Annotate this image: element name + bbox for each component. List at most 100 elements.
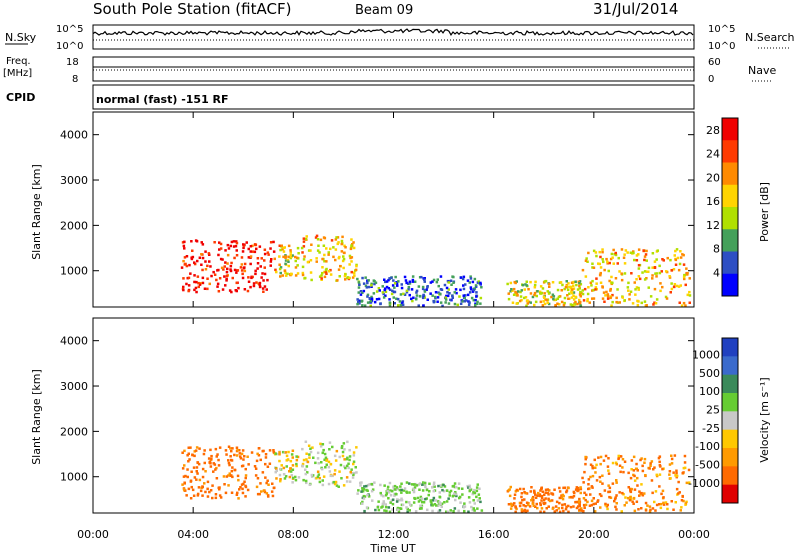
heatmap-cell bbox=[241, 272, 244, 276]
heatmap-cell bbox=[396, 297, 400, 301]
heatmap-cell bbox=[632, 250, 635, 253]
heatmap-cell bbox=[350, 256, 354, 259]
heatmap-cell bbox=[295, 462, 298, 466]
heatmap-cell bbox=[541, 490, 545, 493]
heatmap-cell bbox=[632, 455, 636, 459]
heatmap-cell bbox=[340, 446, 344, 450]
heatmap-cell bbox=[232, 240, 236, 243]
heatmap-cell bbox=[508, 494, 512, 498]
heatmap-cell bbox=[673, 254, 676, 257]
heatmap-cell bbox=[436, 500, 440, 503]
heatmap-cell bbox=[282, 250, 286, 253]
heatmap-cell bbox=[294, 475, 297, 479]
heatmap-cell bbox=[190, 485, 193, 489]
heatmap-cell bbox=[408, 491, 411, 494]
heatmap-cell bbox=[200, 241, 203, 244]
heatmap-cell bbox=[405, 490, 408, 493]
heatmap-cell bbox=[408, 280, 412, 283]
heatmap-cell bbox=[366, 293, 370, 297]
heatmap-cell bbox=[243, 288, 247, 291]
heatmap-cell bbox=[648, 505, 652, 508]
colorbar-segment bbox=[722, 356, 738, 376]
heatmap-cell bbox=[526, 503, 530, 507]
heatmap-cell bbox=[305, 465, 309, 468]
heatmap-cell bbox=[246, 455, 249, 458]
heatmap-cell bbox=[406, 510, 409, 514]
heatmap-cell bbox=[566, 294, 569, 297]
heatmap-cell bbox=[367, 279, 370, 282]
heatmap-cell bbox=[632, 251, 635, 255]
heatmap-cell bbox=[655, 272, 659, 275]
heatmap-cell bbox=[427, 493, 430, 497]
heatmap-cell bbox=[509, 281, 513, 285]
heatmap-cell bbox=[547, 493, 550, 496]
heatmap-cell bbox=[684, 304, 687, 307]
heatmap-cell bbox=[666, 503, 669, 506]
heatmap-cell bbox=[182, 488, 186, 491]
heatmap-cell bbox=[528, 505, 532, 508]
heatmap-cell bbox=[401, 503, 405, 507]
heatmap-cell bbox=[605, 505, 609, 508]
heatmap-cell bbox=[388, 481, 392, 485]
colorbar-tick-label: 500 bbox=[699, 367, 720, 380]
heatmap-cell bbox=[527, 300, 531, 304]
heatmap-cell bbox=[361, 487, 364, 490]
heatmap-cell bbox=[236, 474, 240, 478]
heatmap-cell bbox=[591, 279, 594, 283]
heatmap-cell bbox=[232, 245, 236, 248]
heatmap-cell bbox=[514, 510, 517, 514]
heatmap-cell bbox=[210, 457, 213, 461]
heatmap-cell bbox=[215, 477, 219, 480]
heatmap-cell bbox=[661, 467, 664, 471]
heatmap-cell bbox=[683, 277, 686, 281]
heatmap-cell bbox=[572, 505, 575, 508]
heatmap-cell bbox=[438, 495, 441, 499]
heatmap-cell bbox=[284, 271, 287, 275]
heatmap-cell bbox=[466, 293, 470, 297]
heatmap-cell bbox=[594, 288, 597, 291]
heatmap-cell bbox=[417, 304, 420, 307]
heatmap-cell bbox=[227, 247, 231, 250]
heatmap-cell bbox=[233, 468, 236, 472]
heatmap-cell bbox=[683, 461, 687, 464]
heatmap-cell bbox=[186, 454, 189, 457]
heatmap-cell bbox=[291, 449, 295, 452]
heatmap-cell bbox=[314, 461, 317, 465]
heatmap-cell bbox=[235, 454, 239, 457]
heatmap-cell bbox=[294, 259, 297, 263]
heatmap-cell bbox=[287, 450, 290, 454]
heatmap-cell bbox=[361, 291, 364, 294]
heatmap-cell bbox=[403, 487, 407, 490]
colorbar-tick-label: 4 bbox=[713, 266, 720, 279]
heatmap-cell bbox=[278, 267, 282, 271]
heatmap-cell bbox=[230, 469, 234, 473]
heatmap-cell bbox=[230, 458, 233, 462]
heatmap-cell bbox=[381, 291, 385, 294]
heatmap-cell bbox=[278, 255, 281, 258]
heatmap-cell bbox=[568, 496, 571, 499]
heatmap-cell bbox=[200, 263, 203, 266]
heatmap-cell bbox=[634, 288, 637, 291]
heatmap-cell bbox=[208, 460, 212, 463]
heatmap-cell bbox=[648, 510, 652, 513]
heatmap-cell bbox=[635, 254, 639, 257]
heatmap-cell bbox=[270, 258, 273, 261]
heatmap-cell bbox=[301, 465, 304, 468]
heatmap-cell bbox=[251, 244, 254, 248]
heatmap-cell bbox=[318, 275, 322, 278]
heatmap-cell bbox=[366, 279, 369, 282]
heatmap-cell bbox=[359, 293, 363, 296]
heatmap-cell bbox=[546, 290, 549, 293]
heatmap-cell bbox=[669, 477, 672, 480]
heatmap-cell bbox=[325, 267, 328, 271]
heatmap-cell bbox=[223, 275, 226, 278]
heatmap-cell bbox=[278, 453, 281, 456]
heatmap-cell bbox=[384, 503, 387, 506]
heatmap-cell bbox=[527, 288, 530, 291]
heatmap-cell bbox=[366, 489, 369, 492]
heatmap-cell bbox=[431, 294, 434, 297]
heatmap-cell bbox=[608, 486, 612, 490]
heatmap-cell bbox=[323, 275, 327, 279]
heatmap-cell bbox=[677, 285, 681, 288]
heatmap-cell bbox=[316, 451, 320, 455]
